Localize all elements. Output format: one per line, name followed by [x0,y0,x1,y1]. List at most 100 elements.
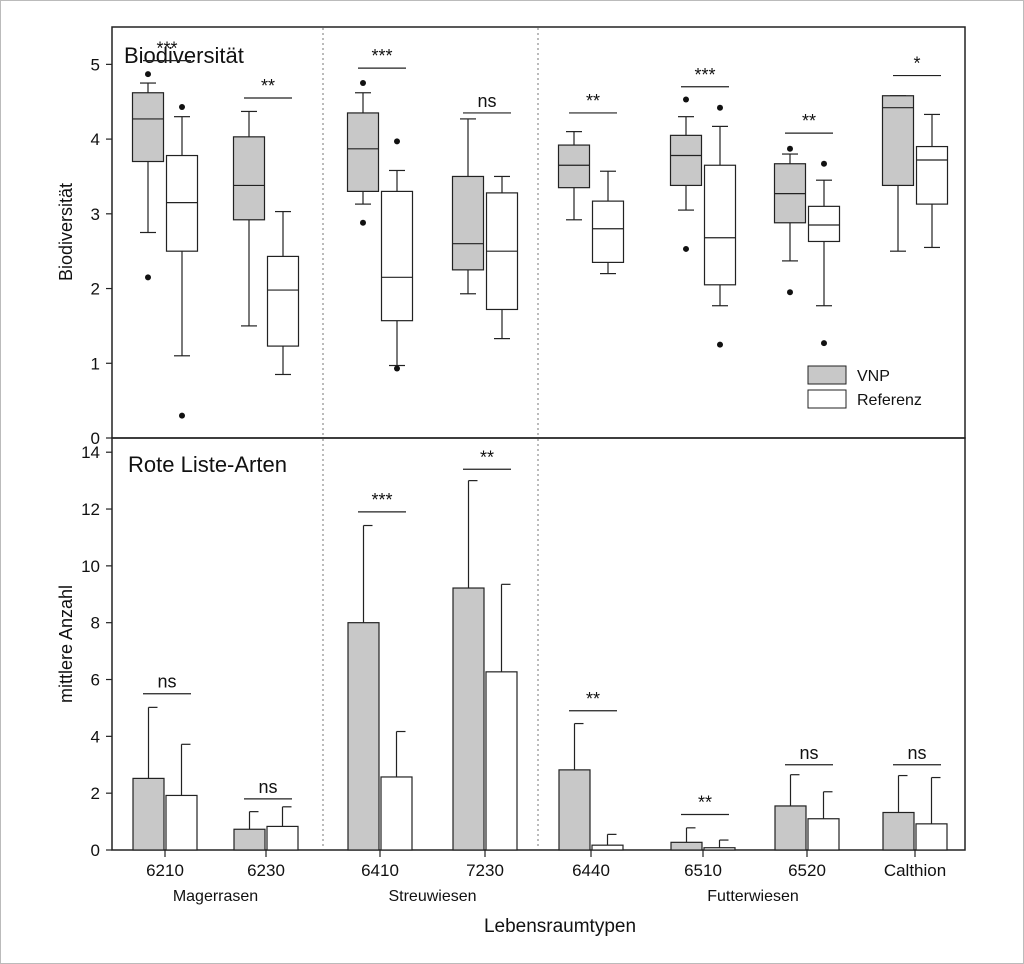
box-referenz [807,205,841,243]
bottom-y-tick-label: 10 [81,557,100,576]
box-outlier [179,412,185,419]
x-tick-label: 6230 [247,861,285,880]
x-tick-label: 6210 [146,861,184,880]
box-outlier [179,103,185,110]
bar-referenz [807,818,840,851]
significance-label: ** [261,76,275,96]
bar-vnp [233,828,266,851]
bar-referenz [380,776,413,851]
significance-label: *** [156,39,177,59]
legend-swatch-referenz [807,389,847,409]
box-referenz [380,190,414,322]
box-referenz [915,145,949,205]
x-axis: 6210 6230 6410 7230 6440 6510 6520 Calthion Mage… [146,850,946,905]
bar-referenz [591,844,624,851]
bar-referenz [266,825,299,851]
box-outlier [717,341,723,348]
top-y-tick-label: 4 [91,130,100,149]
box-vnp [557,144,591,189]
box-vnp [131,92,165,163]
significance-label: ** [586,689,600,709]
bar-referenz [703,847,736,851]
bar-vnp [882,811,915,851]
box-outlier [821,160,827,167]
x-tick-label: Calthion [884,861,946,880]
legend-label-referenz: Referenz [857,392,922,409]
bottom-y-axis-label: mittlere Anzahl [56,585,76,703]
red-list-panel: Rote Liste-Arten mittlere Anzahl 0 2 4 6 8 10… [56,437,966,860]
x-axis-label: Lebensraumtypen [484,916,636,937]
top-y-axis-label: Biodiversität [56,183,76,281]
box-outlier [394,365,400,372]
x-tick-label: 6410 [361,861,399,880]
box-vnp [451,175,485,271]
box-outlier [394,138,400,145]
bottom-y-tick-label: 6 [91,671,100,690]
bottom-y-tick-label: 0 [91,841,100,860]
x-tick-label: 6510 [684,861,722,880]
x-tick-label: 6520 [788,861,826,880]
significance-label: *** [371,490,392,510]
bottom-y-tick-label: 12 [81,500,100,519]
significance-label: ns [477,91,496,111]
group-label: Futterwiesen [707,888,799,905]
box-outlier [717,104,723,111]
top-y-tick-label: 5 [91,55,100,74]
bar-vnp [670,841,703,851]
legend-swatch-vnp [807,365,847,385]
box-vnp [881,95,915,187]
box-vnp [346,112,380,193]
bottom-y-tick-label: 4 [91,727,100,746]
x-tick-label: 6440 [572,861,610,880]
bar-vnp [558,769,591,851]
significance-label: ns [907,743,926,763]
significance-label: ** [698,792,712,812]
top-panel-title: Biodiversität [124,43,244,68]
legend-label-vnp: VNP [857,368,890,385]
biodiversity-panel: Biodiversität Biodiversität 012345******… [56,26,966,448]
bar-referenz [165,794,198,851]
box-outlier [360,219,366,226]
significance-label: ** [480,447,494,467]
bar-referenz [485,671,518,851]
box-outlier [683,245,689,252]
bottom-panel-title: Rote Liste-Arten [128,452,287,477]
significance-label: ns [258,777,277,797]
box-referenz [165,154,199,252]
box-outlier [145,71,151,78]
bar-vnp [347,622,380,851]
box-outlier [787,289,793,296]
significance-label: ** [802,111,816,131]
bar-referenz [915,823,948,851]
top-y-tick-label: 0 [91,429,100,448]
box-outlier [360,80,366,87]
bar-vnp [452,587,485,851]
legend: VNP Referenz [807,365,922,409]
bar-vnp [774,805,807,851]
top-y-tick-label: 1 [91,354,100,373]
significance-label: ns [799,743,818,763]
box-outlier [145,274,151,281]
significance-label: ** [586,91,600,111]
bottom-y-tick-label: 8 [91,614,100,633]
significance-label: ns [157,672,176,692]
x-tick-label: 7230 [466,861,504,880]
box-referenz [703,164,737,286]
top-y-tick-label: 3 [91,205,100,224]
bottom-y-tick-label: 14 [81,443,100,462]
box-vnp [232,136,266,221]
box-referenz [266,255,300,347]
group-label: Streuwiesen [388,888,476,905]
box-outlier [787,145,793,152]
box-outlier [821,340,827,347]
bottom-plot-frame [111,437,966,851]
significance-label: * [913,54,920,74]
bar-vnp [132,777,165,851]
significance-label: *** [371,46,392,66]
significance-label: *** [694,65,715,85]
bottom-y-tick-label: 2 [91,784,100,803]
group-label: Magerrasen [173,888,258,905]
box-outlier [683,96,689,103]
box-referenz [591,200,625,263]
